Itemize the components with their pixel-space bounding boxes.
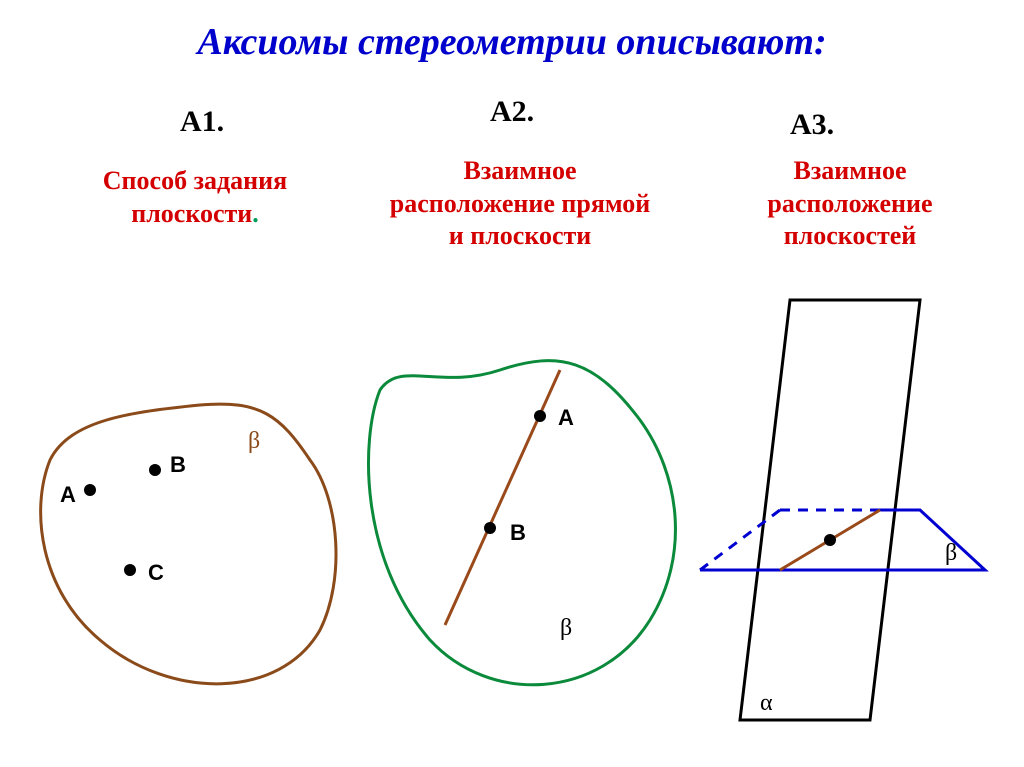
d3-beta: β <box>945 540 957 567</box>
d2-label-A: A <box>558 405 574 431</box>
diagram1 <box>41 404 336 684</box>
d1-beta: β <box>248 428 260 455</box>
d1-label-C: C <box>148 560 164 586</box>
d3-alpha: α <box>760 690 773 717</box>
d1-label-A: A <box>60 482 76 508</box>
d2-label-B: B <box>510 520 526 546</box>
diagram3 <box>700 300 985 720</box>
diagrams-svg <box>0 0 1024 767</box>
d2-beta: β <box>560 615 572 642</box>
d1-label-B: B <box>170 452 186 478</box>
